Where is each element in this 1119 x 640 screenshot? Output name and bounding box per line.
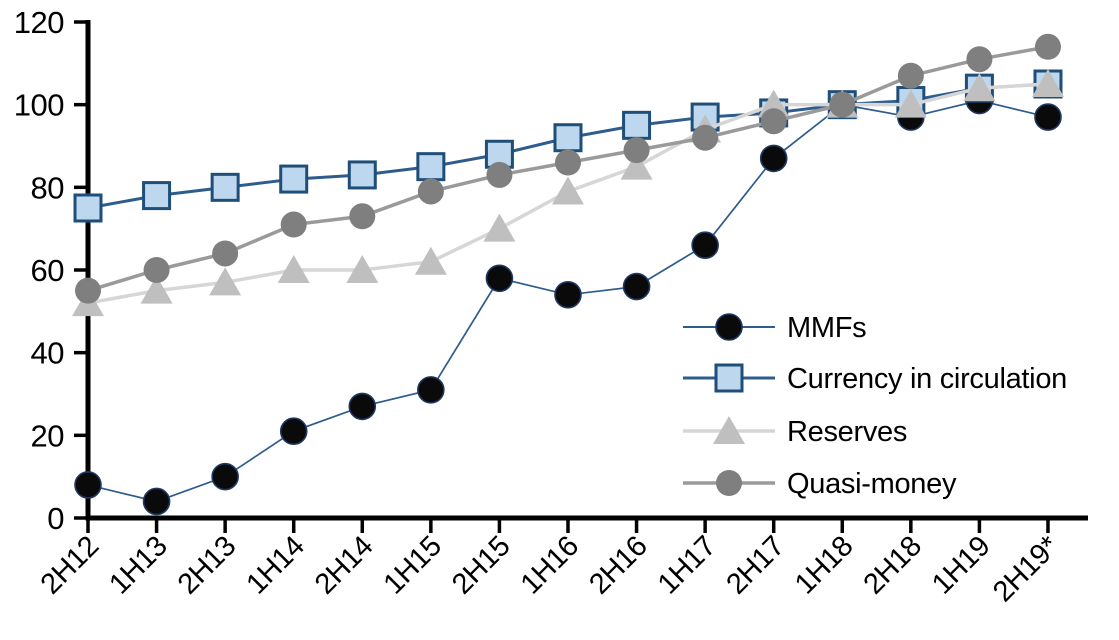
x-tick-label: 1H17: [652, 530, 722, 600]
y-tick-label: 20: [31, 418, 65, 453]
data-point-quasi-money: [75, 277, 101, 304]
data-point-mmfs: [691, 231, 719, 259]
x-tick-label: 1H15: [378, 530, 448, 600]
y-tick-label: 60: [31, 253, 65, 288]
data-point-quasi-money: [280, 211, 307, 238]
data-point-mmfs: [142, 487, 171, 516]
data-point-quasi-money: [897, 62, 924, 89]
data-point-quasi-money: [760, 108, 787, 135]
data-point-quasi-money: [829, 91, 856, 118]
data-point-quasi-money: [554, 149, 581, 176]
data-point-currency-in-circulation: [347, 160, 377, 190]
data-point-reserves: [713, 416, 745, 444]
x-tick-label: 1H13: [103, 530, 173, 600]
data-point-mmfs: [74, 471, 102, 499]
data-point-currency-in-circulation: [714, 363, 744, 393]
x-tick-label: 1H19: [926, 530, 996, 600]
data-point-quasi-money: [692, 124, 719, 151]
legend-label-currency-in-circulation: Currency in circulation: [787, 363, 1067, 395]
y-tick-label: 100: [14, 88, 64, 123]
x-tick-label: 2H15: [446, 530, 516, 600]
data-point-reserves: [140, 275, 173, 304]
data-point-reserves: [551, 176, 584, 205]
data-point-quasi-money: [417, 178, 444, 205]
data-point-mmfs: [715, 313, 743, 341]
legend-label-reserves: Reserves: [787, 416, 907, 448]
data-point-mmfs: [279, 417, 308, 446]
x-tick-label: 2H16: [583, 530, 653, 600]
data-point-reserves: [414, 246, 447, 275]
x-tick-label: 2H19*: [987, 530, 1065, 608]
data-point-currency-in-circulation: [279, 164, 309, 194]
y-tick-label: 40: [31, 336, 65, 371]
legend-label-mmfs: MMFs: [787, 312, 866, 344]
data-point-quasi-money: [349, 203, 376, 230]
data-point-reserves: [894, 89, 927, 118]
data-point-mmfs: [622, 272, 651, 301]
data-point-mmfs: [759, 144, 788, 173]
data-point-reserves: [1031, 69, 1064, 97]
x-tick-label: 1H18: [789, 530, 859, 600]
x-tick-label: 2H13: [172, 530, 242, 600]
data-point-quasi-money: [966, 46, 993, 73]
data-point-reserves: [209, 267, 242, 296]
data-point-quasi-money: [1034, 33, 1061, 60]
data-point-currency-in-circulation: [142, 181, 172, 211]
data-point-mmfs: [417, 376, 445, 404]
data-point-mmfs: [348, 392, 377, 421]
data-point-mmfs: [485, 264, 514, 293]
data-point-mmfs: [554, 280, 582, 309]
data-point-quasi-money: [623, 137, 650, 164]
data-point-currency-in-circulation: [210, 172, 240, 202]
x-tick-label: 2H14: [309, 530, 379, 600]
data-point-reserves: [963, 73, 996, 102]
data-point-mmfs: [211, 462, 239, 491]
x-tick-label: 1H14: [240, 530, 310, 600]
data-point-quasi-money: [716, 470, 742, 496]
x-tick-label: 2H17: [720, 530, 790, 600]
y-tick-label: 0: [47, 501, 64, 536]
data-point-currency-in-circulation: [73, 193, 103, 223]
data-point-currency-in-circulation: [622, 110, 652, 140]
x-tick-label: 2H12: [35, 530, 105, 600]
data-point-reserves: [757, 89, 790, 118]
x-tick-label: 2H18: [858, 530, 928, 600]
data-point-currency-in-circulation: [553, 123, 583, 153]
data-point-reserves: [620, 151, 653, 180]
legend-label-quasi-money: Quasi-money: [787, 468, 957, 500]
data-point-reserves: [277, 255, 310, 283]
y-tick-label: 80: [31, 170, 65, 205]
data-point-mmfs: [1034, 103, 1062, 131]
data-point-quasi-money: [212, 240, 239, 267]
y-tick-label: 120: [14, 5, 64, 40]
data-point-currency-in-circulation: [416, 152, 446, 182]
data-point-reserves: [346, 255, 379, 283]
data-point-reserves: [483, 213, 516, 242]
data-point-quasi-money: [143, 257, 170, 283]
data-point-quasi-money: [486, 161, 513, 188]
x-tick-label: 1H16: [515, 530, 585, 600]
